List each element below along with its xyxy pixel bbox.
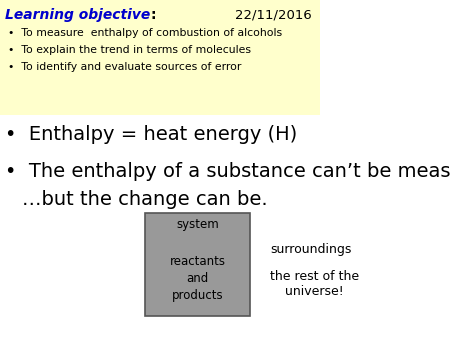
Bar xyxy=(0,0,320,115)
Bar xyxy=(145,213,250,316)
Text: reactants
and
products: reactants and products xyxy=(170,255,225,302)
Text: •  The enthalpy of a substance can’t be measured…: • The enthalpy of a substance can’t be m… xyxy=(5,162,450,181)
Text: …but the change can be.: …but the change can be. xyxy=(22,190,268,209)
Text: •  To explain the trend in terms of molecules: • To explain the trend in terms of molec… xyxy=(8,45,251,55)
Text: Learning objective: Learning objective xyxy=(5,8,150,22)
Text: :: : xyxy=(150,8,156,22)
Text: system: system xyxy=(176,218,219,231)
Text: 22/11/2016: 22/11/2016 xyxy=(235,8,312,21)
Text: •  Enthalpy = heat energy (H): • Enthalpy = heat energy (H) xyxy=(5,125,297,144)
Text: the rest of the
universe!: the rest of the universe! xyxy=(270,270,359,298)
Text: surroundings: surroundings xyxy=(270,243,351,256)
Text: •  To identify and evaluate sources of error: • To identify and evaluate sources of er… xyxy=(8,62,241,72)
Text: •  To measure  enthalpy of combustion of alcohols: • To measure enthalpy of combustion of a… xyxy=(8,28,282,38)
